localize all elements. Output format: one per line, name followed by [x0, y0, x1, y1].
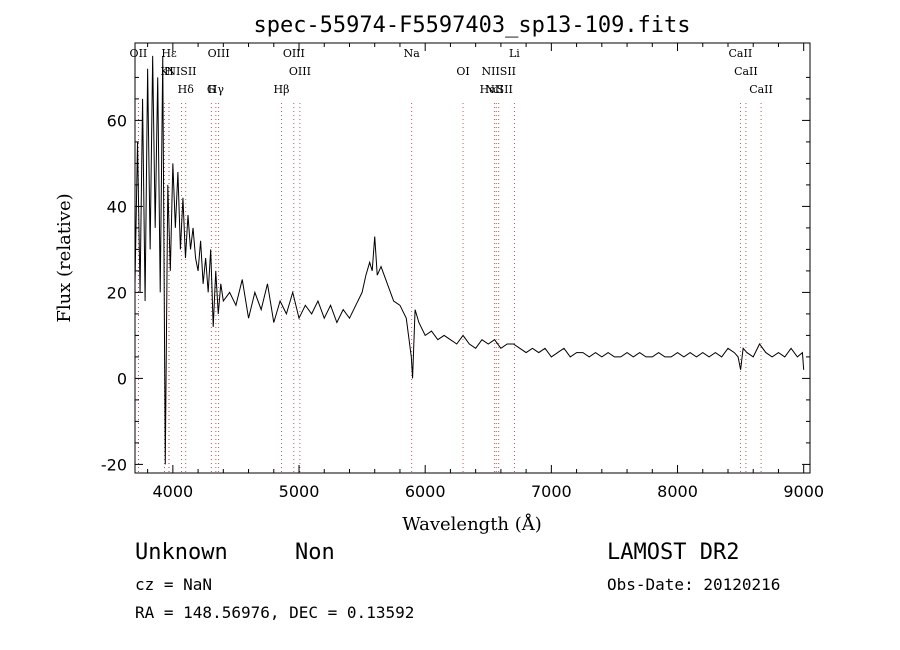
spectral-line-label: CaII [734, 65, 758, 78]
spectral-line-label: Na [404, 47, 421, 60]
x-tick-label: 9000 [783, 482, 824, 501]
chart-title: spec-55974-F5597403_sp13-109.fits [253, 13, 690, 38]
spectral-line-markers: Hε K Hδ OII NISII Hγ OIII H G OIII OIII Hβ Na OI NII Li… [130, 47, 773, 473]
plot-frame [134, 42, 811, 474]
y-tick-label: -20 [101, 455, 127, 474]
spectral-line-label: CaII [749, 83, 773, 96]
x-tick-label: 8000 [657, 482, 698, 501]
spectral-line-label: CaII [729, 47, 753, 60]
observation-date: Obs-Date: 20120216 [607, 575, 781, 594]
axis-ticks: 4000 5000 6000 7000 8000 9000 -20 0 20 40 60 [101, 43, 824, 501]
spectral-line-label: K [160, 65, 169, 78]
spectral-line-label: OII [130, 47, 148, 60]
y-tick-label: 60 [107, 111, 127, 130]
survey-name: LAMOST DR2 [607, 540, 740, 565]
spectral-line-label: OI [456, 65, 469, 78]
x-tick-label: 4000 [152, 482, 193, 501]
spectral-line-label: Hδ [178, 83, 195, 96]
y-axis-label: Flux (relative) [54, 193, 75, 322]
x-tick-label: 5000 [279, 482, 320, 501]
spectral-line-label: NII [485, 83, 503, 96]
spectral-line-label: NISII [166, 65, 196, 78]
spectral-line-label: Hγ [208, 83, 225, 96]
spectral-line-label: OIII [283, 47, 305, 60]
x-tick-label: 7000 [531, 482, 572, 501]
spectral-line-label: H [164, 65, 174, 78]
spectral-line-label: OIII [208, 47, 230, 60]
y-tick-label: 40 [107, 197, 127, 216]
spectral-line-label: OIII [289, 65, 311, 78]
ra-dec-coordinates: RA = 148.56976, DEC = 0.13592 [135, 603, 415, 622]
spectral-class: Unknown [135, 540, 228, 565]
y-tick-label: 20 [107, 283, 127, 302]
x-axis-label: Wavelength (Å) [402, 513, 542, 535]
spectral-line-label: Hε [161, 47, 177, 60]
spectral-line-label: Li [509, 47, 520, 60]
spectral-line-label: NIISII [481, 65, 516, 78]
x-tick-label: 6000 [405, 482, 446, 501]
spectral-line-label: G [207, 83, 216, 96]
spectral-line-label: HαSII [480, 83, 513, 96]
spectral-subclass: Non [295, 540, 335, 565]
spectral-line-label: Hβ [274, 83, 290, 96]
y-tick-label: 0 [117, 369, 127, 388]
spectrum-series-line [134, 55, 805, 465]
redshift-cz: cz = NaN [135, 575, 213, 594]
